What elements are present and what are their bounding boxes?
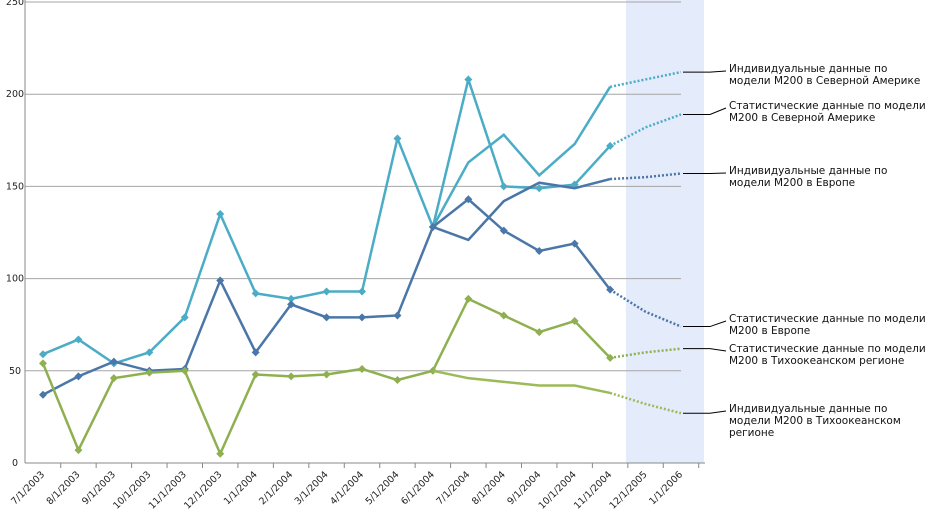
y-tick-label: 100 bbox=[6, 274, 24, 285]
series-label: Статистические данные по модели M200 в С… bbox=[729, 100, 926, 124]
leader-line bbox=[683, 410, 727, 414]
marker bbox=[180, 313, 189, 322]
marker bbox=[322, 287, 331, 296]
marker bbox=[216, 276, 225, 285]
x-tick-label: 8/1/2003 bbox=[45, 469, 83, 507]
marker bbox=[145, 368, 154, 377]
x-tick-label: 7/1/2004 bbox=[435, 469, 473, 507]
marker bbox=[287, 294, 296, 303]
marker bbox=[216, 210, 225, 219]
series-line bbox=[432, 177, 611, 242]
x-tick-label: 12/1/2005 bbox=[607, 469, 649, 511]
marker bbox=[287, 300, 296, 309]
series-label: Статистические данные по модели M200 в Т… bbox=[729, 343, 926, 367]
leader-line bbox=[683, 107, 727, 115]
leader-line bbox=[683, 348, 727, 352]
marker bbox=[535, 246, 544, 255]
marker bbox=[393, 311, 402, 320]
marker bbox=[464, 294, 473, 303]
x-tick-label: 12/1/2003 bbox=[182, 469, 224, 511]
x-tick-label: 1/1/2006 bbox=[647, 469, 685, 507]
x-tick-label: 1/1/2004 bbox=[222, 469, 260, 507]
marker bbox=[74, 446, 83, 455]
marker bbox=[109, 374, 118, 383]
forecast-line bbox=[609, 391, 682, 415]
marker bbox=[39, 390, 47, 399]
marker bbox=[499, 226, 508, 235]
x-tick-label: 3/1/2004 bbox=[293, 469, 331, 507]
forecast-line bbox=[609, 288, 682, 328]
leader-line bbox=[683, 320, 727, 328]
marker bbox=[393, 134, 402, 143]
x-tick-label: 5/1/2004 bbox=[364, 469, 402, 507]
leader-line bbox=[683, 70, 727, 73]
marker bbox=[499, 311, 508, 320]
series-line bbox=[42, 197, 612, 396]
marker bbox=[287, 372, 296, 381]
series-label: Статистические данные по модели M200 в Е… bbox=[729, 313, 926, 337]
marker bbox=[358, 287, 366, 296]
series-label: Индивидуальные данные по модели M200 в Т… bbox=[729, 403, 901, 439]
x-tick-label: 6/1/2004 bbox=[399, 469, 437, 507]
marker bbox=[358, 364, 366, 373]
marker bbox=[39, 350, 47, 359]
marker bbox=[464, 195, 473, 204]
y-tick-label: 150 bbox=[6, 181, 24, 192]
forecast-line bbox=[609, 70, 682, 89]
marker bbox=[322, 370, 331, 379]
marker bbox=[109, 357, 118, 366]
y-tick-label: 0 bbox=[12, 458, 18, 469]
marker bbox=[464, 75, 473, 84]
marker bbox=[358, 313, 366, 322]
series-label: Индивидуальные данные по модели M200 в С… bbox=[729, 63, 921, 87]
marker bbox=[251, 370, 260, 379]
x-tick-label: 4/1/2004 bbox=[328, 469, 366, 507]
forecast-line bbox=[609, 113, 682, 147]
marker bbox=[39, 359, 47, 368]
x-tick-label: 8/1/2004 bbox=[470, 469, 508, 507]
marker bbox=[428, 222, 437, 231]
marker bbox=[251, 289, 260, 298]
series-line bbox=[431, 86, 612, 228]
marker bbox=[499, 182, 508, 191]
marker bbox=[570, 239, 579, 248]
forecast-region bbox=[625, 0, 704, 463]
marker bbox=[74, 335, 83, 344]
x-tick-label: 2/1/2004 bbox=[257, 469, 295, 507]
x-tick-label: 7/1/2003 bbox=[9, 469, 47, 507]
marker bbox=[606, 141, 615, 150]
y-tick-label: 200 bbox=[6, 89, 24, 100]
marker bbox=[145, 348, 154, 357]
marker bbox=[251, 348, 260, 357]
marker bbox=[216, 449, 225, 458]
marker bbox=[606, 353, 615, 362]
series-label: Индивидуальные данные по модели M200 в Е… bbox=[729, 165, 888, 189]
y-tick-label: 50 bbox=[9, 366, 21, 377]
marker bbox=[535, 328, 544, 337]
marker bbox=[74, 372, 83, 381]
marker bbox=[180, 366, 189, 375]
y-tick-label: 250 bbox=[6, 0, 24, 8]
marker bbox=[322, 313, 331, 322]
marker bbox=[606, 285, 615, 294]
series-line bbox=[432, 369, 611, 395]
marker bbox=[570, 317, 579, 326]
marker bbox=[393, 376, 402, 385]
marker bbox=[535, 184, 544, 193]
